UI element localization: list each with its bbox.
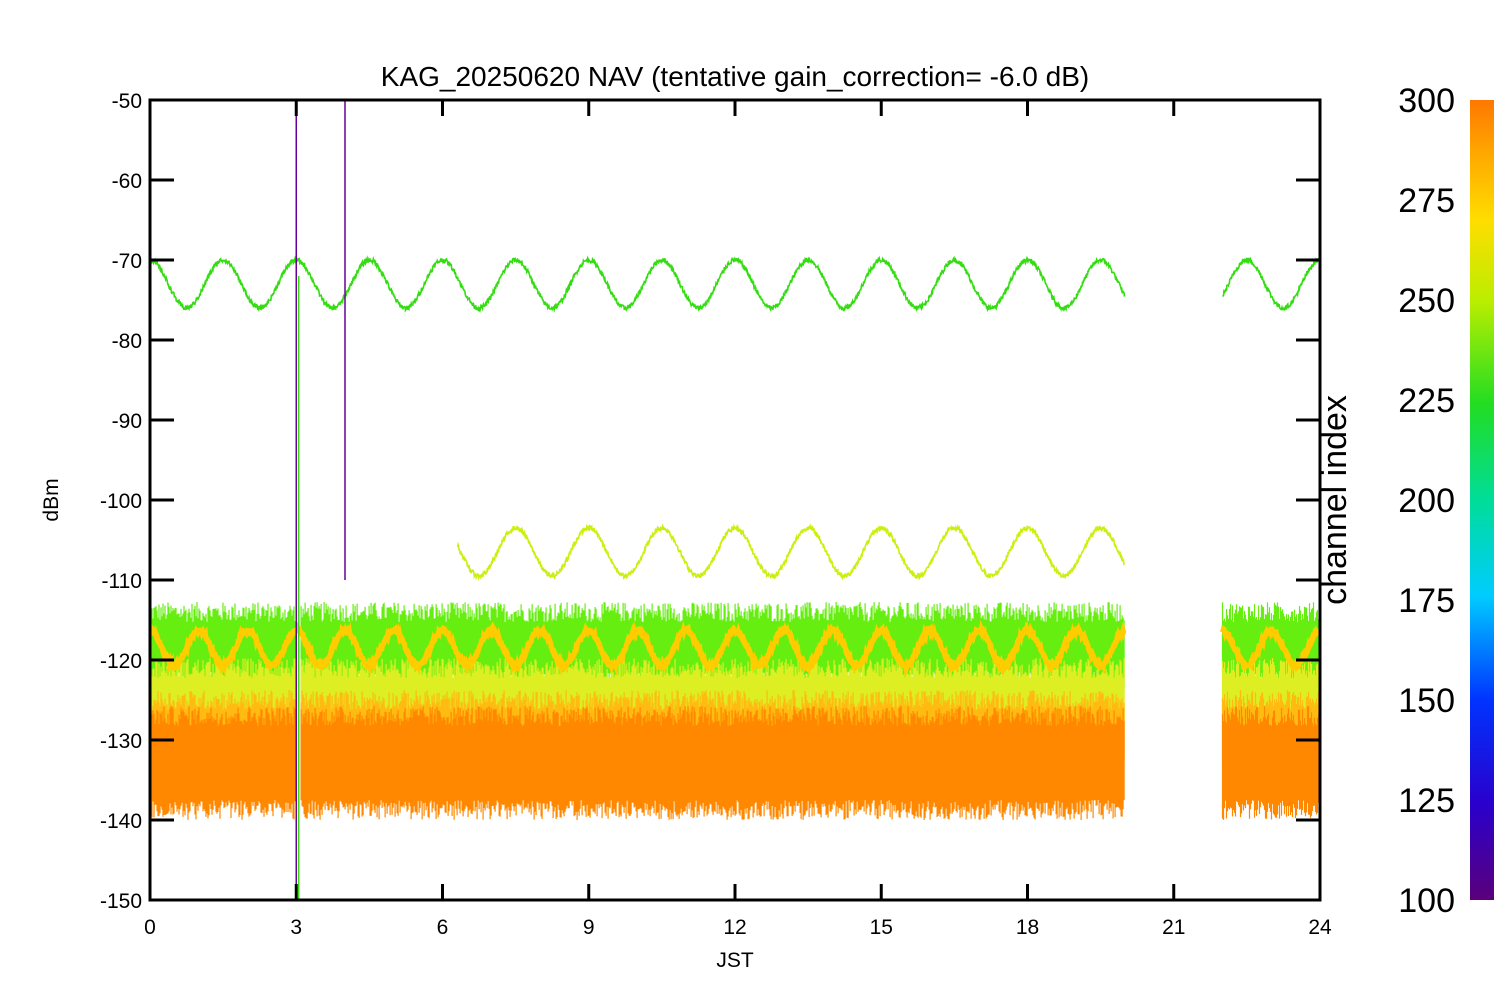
x-tick-label: 6 (437, 916, 449, 939)
x-axis: 0 3 6 9 12 15 18 21 24 (144, 100, 1332, 939)
y-tick-label: -80 (112, 330, 142, 353)
colorbar-tick-label: 275 (1398, 182, 1455, 220)
x-tick-label: 9 (583, 916, 595, 939)
y-axis-label: dBm (40, 478, 63, 521)
y-tick-label: -100 (100, 490, 142, 513)
x-tick-label: 24 (1308, 916, 1332, 939)
colorbar-tick-label: 200 (1398, 482, 1455, 520)
y-tick-label: -90 (112, 410, 142, 433)
series-layer (150, 255, 1320, 678)
chart-title: KAG_20250620 NAV (tentative gain_correct… (381, 61, 1089, 92)
y-tick-label: -60 (112, 170, 142, 193)
series-line (150, 255, 1126, 313)
y-tick-label: -150 (100, 890, 142, 913)
y-tick-label: -70 (112, 250, 142, 273)
noise-bands (150, 602, 1320, 820)
x-tick-label: 12 (723, 916, 746, 939)
colorbar-tick-label: 150 (1398, 682, 1455, 720)
x-tick-label: 18 (1016, 916, 1039, 939)
x-tick-label: 21 (1162, 916, 1185, 939)
y-tick-label: -140 (100, 810, 142, 833)
x-axis-label: JST (716, 949, 754, 972)
y-tick-label: -120 (100, 650, 142, 673)
series-line (1222, 256, 1320, 312)
colorbar-label: channel index (1316, 395, 1354, 605)
series-line (1220, 624, 1320, 674)
colorbar-tick-label: 300 (1398, 82, 1455, 120)
y-axis: -50 -60 -70 -80 -90 -100 -110 -120 -130 -140 -150 (100, 90, 1320, 913)
colorbar-tick-label: 225 (1398, 382, 1455, 420)
noise-band (150, 658, 1320, 732)
x-tick-label: 15 (870, 916, 893, 939)
y-tick-label: -110 (102, 570, 142, 593)
x-tick-label: 0 (144, 916, 156, 939)
colorbar-tick-label: 175 (1398, 582, 1455, 620)
y-tick-label: -130 (100, 730, 142, 753)
y-tick-label: -50 (112, 90, 142, 113)
noise-band (150, 706, 1320, 820)
noise-band-strokes (150, 658, 1320, 732)
colorbar-tick-label: 250 (1398, 282, 1455, 320)
x-tick-label: 3 (290, 916, 302, 939)
colorbar (1470, 100, 1494, 900)
spike-layer (295, 100, 346, 900)
noise-band-strokes (150, 706, 1320, 820)
plot-area (150, 100, 1320, 900)
series-line (150, 619, 1127, 678)
colorbar-tick-label: 125 (1398, 782, 1455, 820)
series-line (456, 523, 1125, 582)
colorbar-tick-label: 100 (1398, 882, 1455, 920)
colorbar-ticks: 100 125 150 175 200 225 250 275 300 (1398, 82, 1455, 920)
